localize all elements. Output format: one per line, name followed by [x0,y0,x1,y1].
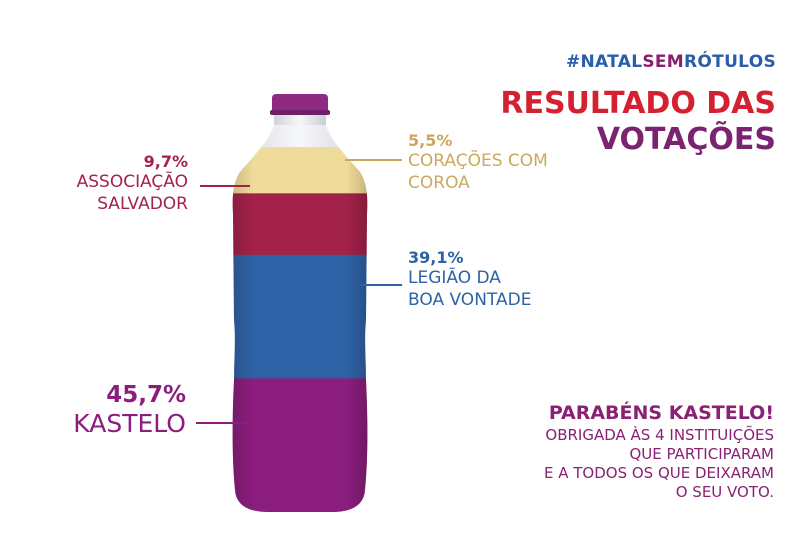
label-coracoes-com-coroa: 5,5% CORAÇÕES COM COROA [408,131,548,194]
label-associacao-salvador: 9,7% ASSOCIAÇÃO SALVADOR [77,152,188,215]
value-label: 45,7% [106,382,186,408]
closing-line: OBRIGADA ÀS 4 INSTITUIÇÕES [545,426,774,444]
category-label-line: COROA [408,173,470,193]
hashtag-part3: RÓTULOS [684,52,776,72]
bottle-cap-ring [270,110,330,115]
label-legiao-da-boa-vontade: 39,1% LEGIÃO DA BOA VONTADE [408,248,531,311]
category-label-line: LEGIÃO DA [408,268,501,288]
page-title: RESULTADO DAS VOTAÇÕES [500,86,776,158]
closing-line: QUE PARTICIPARAM [629,445,774,463]
hashtag-part2: SEM [642,52,685,72]
closing-line: E A TODOS OS QUE DEIXARAM [543,464,774,482]
label-kastelo: 45,7% KASTELO [73,382,186,440]
closing-message: PARABÉNS KASTELO! OBRIGADA ÀS 4 INSTITUI… [544,402,774,502]
value-label: 5,5% [408,131,453,150]
bottle-shading [232,125,368,512]
hashtag-part1: #NATAL [565,52,643,72]
title-line2: VOTAÇÕES [596,122,776,157]
category-label-line: BOA VONTADE [408,290,532,310]
closing-headline: PARABÉNS KASTELO! [548,402,774,424]
category-label-line: SALVADOR [97,194,188,214]
title-line1: RESULTADO DAS [500,86,776,121]
category-label-line: KASTELO [73,409,186,438]
bottle-cap [272,94,328,114]
closing-line: O SEU VOTO. [675,483,774,501]
value-label: 39,1% [408,248,464,267]
category-label-line: ASSOCIAÇÃO [76,172,188,192]
hashtag: #NATALSEMRÓTULOS [566,52,776,72]
category-label-line: CORAÇÕES COM [408,151,548,171]
value-label: 9,7% [143,152,188,171]
